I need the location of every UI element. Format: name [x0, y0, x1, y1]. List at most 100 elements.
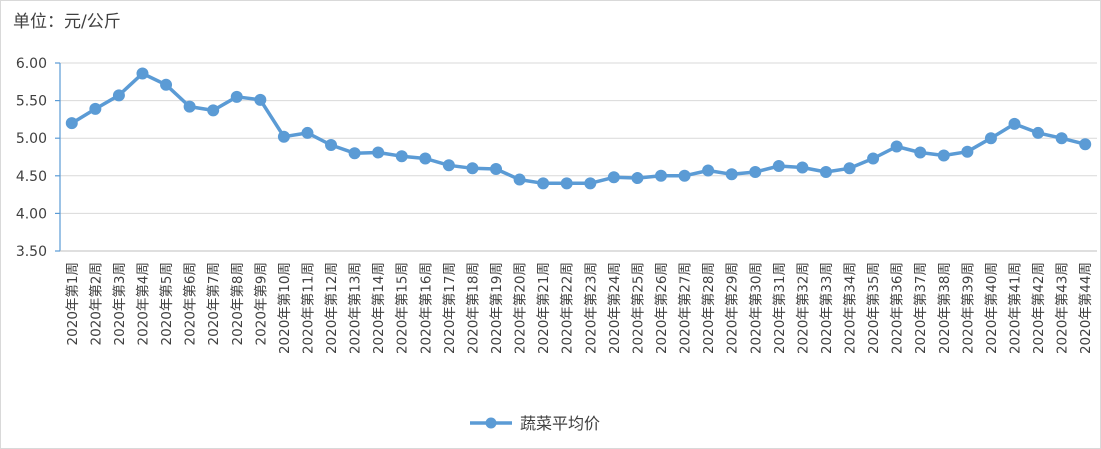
x-tick-label: 2020年第37周	[912, 262, 929, 354]
x-tick-label: 2020年第36周	[889, 262, 906, 354]
data-point	[772, 160, 785, 173]
y-tick-label: 4.00	[16, 206, 47, 222]
x-tick-label: 2020年第25周	[629, 262, 646, 354]
x-tick-label: 2020年第29周	[724, 262, 741, 354]
legend-marker	[485, 417, 497, 429]
x-tick-label: 2020年第15周	[394, 262, 411, 354]
data-point	[560, 177, 573, 190]
data-point	[607, 171, 620, 184]
legend-label: 蔬菜平均价	[520, 414, 600, 433]
data-point	[112, 89, 125, 102]
x-tick-label: 2020年第40周	[983, 262, 1000, 354]
data-point	[254, 93, 267, 106]
x-tick-label: 2020年第27周	[677, 262, 694, 354]
x-tick-label: 2020年第17周	[441, 262, 458, 354]
x-tick-label: 2020年第24周	[606, 262, 623, 354]
data-point	[984, 132, 997, 145]
y-tick-label: 5.00	[16, 131, 47, 147]
data-point	[819, 166, 832, 179]
x-tick-label: 2020年第42周	[1030, 262, 1047, 354]
series-line	[70, 71, 1086, 186]
unit-label: 单位：元/公斤	[13, 12, 121, 32]
x-tick-label: 2020年第10周	[276, 262, 293, 354]
x-tick-label: 2020年第31周	[771, 262, 788, 354]
x-tick-label: 2020年第21周	[535, 262, 552, 354]
x-tick-label: 2020年第3周	[111, 262, 128, 345]
data-point	[584, 177, 597, 190]
data-point	[890, 140, 903, 153]
x-tick-label: 2020年第26周	[653, 262, 670, 354]
x-tick-label: 2020年第12周	[323, 262, 340, 354]
data-point	[160, 78, 173, 91]
data-point	[914, 146, 927, 159]
data-point	[1055, 132, 1068, 145]
x-tick-label: 2020年第23周	[582, 262, 599, 354]
data-point	[631, 172, 644, 185]
data-point	[466, 162, 479, 175]
data-point	[537, 177, 550, 190]
x-tick-label: 2020年第7周	[205, 262, 222, 345]
data-point	[1079, 138, 1092, 151]
x-tick-label: 2020年第41周	[1007, 262, 1024, 354]
data-point	[678, 169, 691, 182]
data-point	[1008, 117, 1021, 130]
data-point	[937, 149, 950, 162]
x-tick-label: 2020年第43周	[1054, 262, 1071, 354]
x-tick-label: 2020年第35周	[865, 262, 882, 354]
x-tick-label: 2020年第8周	[229, 262, 246, 345]
data-point	[654, 169, 667, 182]
x-tick-label: 2020年第14周	[370, 262, 387, 354]
data-point	[325, 138, 338, 151]
data-point	[490, 163, 503, 176]
x-tick-label: 2020年第1周	[64, 262, 81, 345]
x-tick-label: 2020年第16周	[417, 262, 434, 354]
data-point	[183, 100, 196, 113]
data-point	[348, 147, 361, 160]
data-point	[89, 102, 102, 115]
data-point	[277, 130, 290, 143]
x-tick-label: 2020年第22周	[559, 262, 576, 354]
x-tick-label: 2020年第28周	[700, 262, 717, 354]
data-point	[796, 161, 809, 174]
data-point	[419, 152, 432, 165]
x-tick-label: 2020年第19周	[488, 262, 505, 354]
data-point	[65, 117, 78, 130]
y-tick-label: 4.50	[16, 169, 47, 185]
x-tick-label: 2020年第39周	[959, 262, 976, 354]
x-tick-label: 2020年第32周	[794, 262, 811, 354]
x-tick-label: 2020年第34周	[842, 262, 859, 354]
data-point	[301, 126, 314, 139]
y-tick-label: 5.50	[16, 94, 47, 110]
data-point	[372, 146, 385, 159]
x-tick-label: 2020年第44周	[1077, 262, 1094, 354]
data-point	[513, 173, 526, 186]
x-tick-label: 2020年第33周	[818, 262, 835, 354]
y-tick-label: 6.00	[16, 56, 47, 72]
x-tick-label: 2020年第38周	[936, 262, 953, 354]
data-point	[207, 104, 220, 117]
data-point	[961, 145, 974, 158]
x-tick-label: 2020年第2周	[87, 262, 104, 345]
data-point	[702, 164, 715, 177]
data-point	[843, 162, 856, 175]
data-point	[1032, 126, 1045, 139]
x-tick-label: 2020年第6周	[182, 262, 199, 345]
x-tick-label: 2020年第20周	[512, 262, 529, 354]
x-tick-label: 2020年第4周	[134, 262, 151, 345]
data-point	[230, 90, 243, 103]
x-tick-label: 2020年第13周	[347, 262, 364, 354]
x-tick-label: 2020年第30周	[747, 262, 764, 354]
x-tick-label: 2020年第18周	[464, 262, 481, 354]
data-point	[442, 159, 455, 172]
x-tick-label: 2020年第5周	[158, 262, 175, 345]
data-point	[395, 150, 408, 163]
data-point	[867, 152, 880, 165]
y-tick-label: 3.50	[16, 244, 47, 260]
data-point	[136, 67, 149, 80]
x-tick-label: 2020年第11周	[299, 262, 316, 354]
data-point	[749, 166, 762, 179]
data-point	[725, 168, 738, 181]
x-tick-label: 2020年第9周	[252, 262, 269, 345]
